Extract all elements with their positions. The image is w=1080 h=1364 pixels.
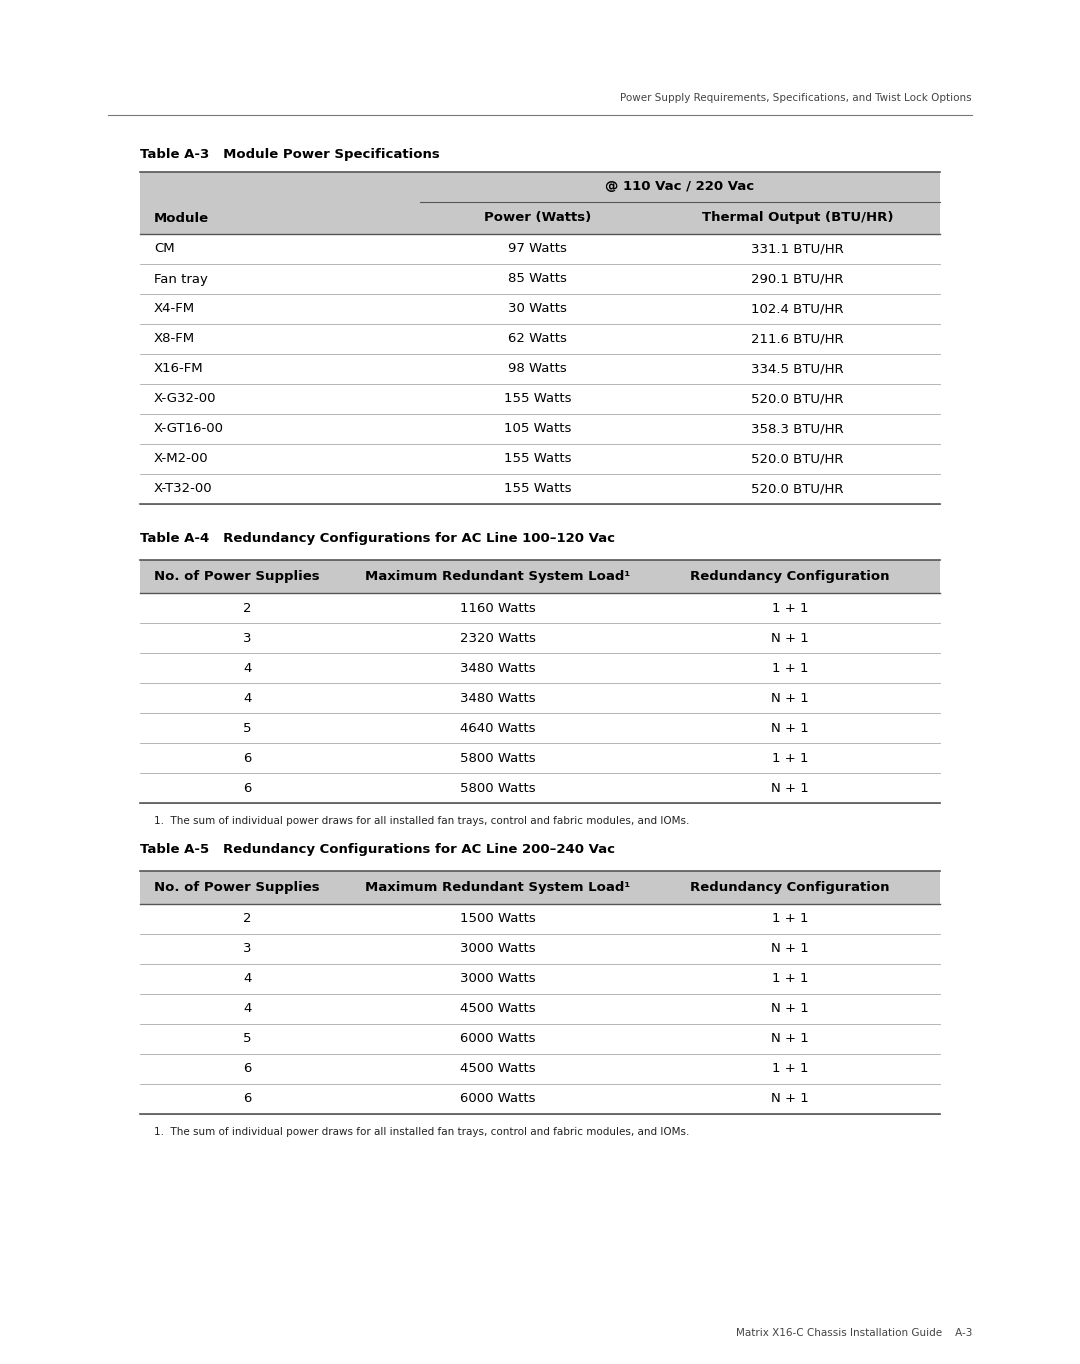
Text: 1 + 1: 1 + 1 [772, 752, 808, 764]
Text: 2: 2 [243, 602, 252, 615]
Text: 155 Watts: 155 Watts [503, 483, 571, 495]
Text: N + 1: N + 1 [771, 692, 809, 704]
Text: Table A-5   Redundancy Configurations for AC Line 200–240 Vac: Table A-5 Redundancy Configurations for … [140, 843, 615, 857]
Text: Module: Module [154, 211, 210, 225]
Text: 6: 6 [243, 752, 252, 764]
Text: X-G32-00: X-G32-00 [154, 393, 216, 405]
Text: 6: 6 [243, 1063, 252, 1075]
Text: 1 + 1: 1 + 1 [772, 1063, 808, 1075]
Text: 6000 Watts: 6000 Watts [460, 1033, 536, 1045]
Text: 520.0 BTU/HR: 520.0 BTU/HR [752, 393, 843, 405]
Text: 4: 4 [243, 1003, 252, 1016]
Text: Matrix X16-C Chassis Installation Guide    A-3: Matrix X16-C Chassis Installation Guide … [735, 1329, 972, 1338]
Bar [140, 202, 940, 235]
Text: N + 1: N + 1 [771, 943, 809, 956]
Bar [140, 872, 940, 904]
Text: 4: 4 [243, 973, 252, 986]
Text: 1 + 1: 1 + 1 [772, 913, 808, 926]
Text: 6: 6 [243, 1093, 252, 1105]
Text: 3000 Watts: 3000 Watts [460, 973, 536, 986]
Text: 358.3 BTU/HR: 358.3 BTU/HR [752, 423, 843, 435]
Text: 5: 5 [243, 1033, 252, 1045]
Bar [140, 172, 940, 202]
Text: Power (Watts): Power (Watts) [484, 211, 591, 225]
Text: N + 1: N + 1 [771, 1093, 809, 1105]
Text: X-M2-00: X-M2-00 [154, 453, 208, 465]
Text: 2320 Watts: 2320 Watts [460, 632, 536, 645]
Text: 3: 3 [243, 632, 252, 645]
Text: 1160 Watts: 1160 Watts [460, 602, 536, 615]
Text: 4500 Watts: 4500 Watts [460, 1063, 536, 1075]
Text: Redundancy Configuration: Redundancy Configuration [690, 881, 890, 893]
Text: 102.4 BTU/HR: 102.4 BTU/HR [752, 303, 843, 315]
Text: 4: 4 [243, 692, 252, 704]
Text: X-GT16-00: X-GT16-00 [154, 423, 224, 435]
Text: 4500 Watts: 4500 Watts [460, 1003, 536, 1016]
Text: 105 Watts: 105 Watts [503, 423, 571, 435]
Text: 97 Watts: 97 Watts [508, 243, 567, 255]
Text: No. of Power Supplies: No. of Power Supplies [154, 881, 320, 893]
Text: 1.  The sum of individual power draws for all installed fan trays, control and f: 1. The sum of individual power draws for… [154, 816, 689, 827]
Text: 520.0 BTU/HR: 520.0 BTU/HR [752, 483, 843, 495]
Text: X-T32-00: X-T32-00 [154, 483, 213, 495]
Text: N + 1: N + 1 [771, 722, 809, 734]
Text: 30 Watts: 30 Watts [508, 303, 567, 315]
Text: 3000 Watts: 3000 Watts [460, 943, 536, 956]
Text: Table A-4   Redundancy Configurations for AC Line 100–120 Vac: Table A-4 Redundancy Configurations for … [140, 532, 615, 546]
Text: 1.  The sum of individual power draws for all installed fan trays, control and f: 1. The sum of individual power draws for… [154, 1127, 689, 1138]
Text: 290.1 BTU/HR: 290.1 BTU/HR [752, 273, 843, 285]
Text: 2: 2 [243, 913, 252, 926]
Text: N + 1: N + 1 [771, 632, 809, 645]
Text: 155 Watts: 155 Watts [503, 393, 571, 405]
Text: 334.5 BTU/HR: 334.5 BTU/HR [752, 363, 843, 375]
Text: 6: 6 [243, 782, 252, 794]
Text: @ 110 Vac / 220 Vac: @ 110 Vac / 220 Vac [606, 180, 755, 194]
Bar [140, 561, 940, 593]
Text: 5800 Watts: 5800 Watts [460, 782, 536, 794]
Text: 331.1 BTU/HR: 331.1 BTU/HR [751, 243, 843, 255]
Text: Maximum Redundant System Load¹: Maximum Redundant System Load¹ [365, 570, 630, 582]
Text: Maximum Redundant System Load¹: Maximum Redundant System Load¹ [365, 881, 630, 893]
Text: 85 Watts: 85 Watts [508, 273, 567, 285]
Text: 4: 4 [243, 662, 252, 675]
Text: 62 Watts: 62 Watts [508, 333, 567, 345]
Text: 6000 Watts: 6000 Watts [460, 1093, 536, 1105]
Text: 1 + 1: 1 + 1 [772, 973, 808, 986]
Text: 5800 Watts: 5800 Watts [460, 752, 536, 764]
Text: CM: CM [154, 243, 175, 255]
Text: Power Supply Requirements, Specifications, and Twist Lock Options: Power Supply Requirements, Specification… [620, 93, 972, 104]
Text: 1 + 1: 1 + 1 [772, 602, 808, 615]
Text: 1 + 1: 1 + 1 [772, 662, 808, 675]
Text: 3: 3 [243, 943, 252, 956]
Text: Thermal Output (BTU/HR): Thermal Output (BTU/HR) [702, 211, 893, 225]
Text: X4-FM: X4-FM [154, 303, 195, 315]
Text: N + 1: N + 1 [771, 782, 809, 794]
Text: Fan tray: Fan tray [154, 273, 207, 285]
Text: X16-FM: X16-FM [154, 363, 204, 375]
Text: 1500 Watts: 1500 Watts [460, 913, 536, 926]
Text: 520.0 BTU/HR: 520.0 BTU/HR [752, 453, 843, 465]
Text: 211.6 BTU/HR: 211.6 BTU/HR [752, 333, 843, 345]
Text: 3480 Watts: 3480 Watts [460, 662, 536, 675]
Text: 4640 Watts: 4640 Watts [460, 722, 536, 734]
Text: Redundancy Configuration: Redundancy Configuration [690, 570, 890, 582]
Text: 5: 5 [243, 722, 252, 734]
Text: X8-FM: X8-FM [154, 333, 195, 345]
Text: N + 1: N + 1 [771, 1003, 809, 1016]
Text: 3480 Watts: 3480 Watts [460, 692, 536, 704]
Text: No. of Power Supplies: No. of Power Supplies [154, 570, 320, 582]
Text: 155 Watts: 155 Watts [503, 453, 571, 465]
Text: Table A-3   Module Power Specifications: Table A-3 Module Power Specifications [140, 149, 440, 161]
Text: 98 Watts: 98 Watts [508, 363, 567, 375]
Text: N + 1: N + 1 [771, 1033, 809, 1045]
